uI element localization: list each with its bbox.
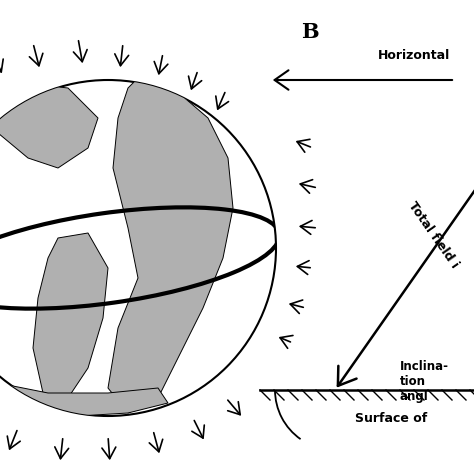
Polygon shape — [48, 53, 93, 80]
Text: Surface of: Surface of — [355, 412, 427, 425]
Text: Inclina-
tion
angl: Inclina- tion angl — [400, 360, 449, 403]
Text: B: B — [301, 22, 319, 42]
Text: Total field i: Total field i — [406, 199, 461, 270]
Text: Horizontal: Horizontal — [378, 49, 450, 62]
Polygon shape — [0, 83, 98, 168]
Polygon shape — [108, 78, 233, 413]
Polygon shape — [0, 383, 168, 416]
Circle shape — [0, 80, 276, 416]
Polygon shape — [33, 233, 108, 398]
